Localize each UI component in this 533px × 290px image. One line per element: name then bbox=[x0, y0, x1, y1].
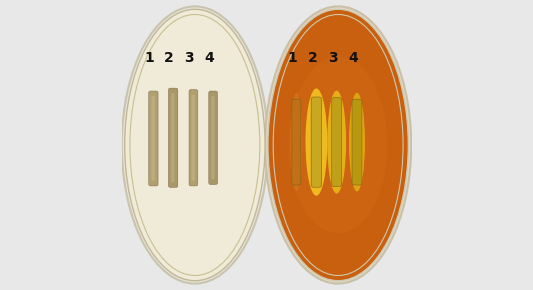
Ellipse shape bbox=[349, 93, 365, 191]
Text: 2: 2 bbox=[308, 51, 317, 65]
Text: 4: 4 bbox=[348, 51, 358, 65]
Text: 2: 2 bbox=[164, 51, 174, 65]
FancyBboxPatch shape bbox=[332, 98, 342, 186]
Text: 3: 3 bbox=[184, 51, 194, 65]
FancyBboxPatch shape bbox=[149, 91, 158, 186]
FancyBboxPatch shape bbox=[292, 99, 301, 185]
Text: 1: 1 bbox=[288, 51, 297, 65]
FancyBboxPatch shape bbox=[151, 96, 155, 181]
Text: 1: 1 bbox=[144, 51, 154, 65]
Text: 3: 3 bbox=[328, 51, 337, 65]
Text: 4: 4 bbox=[205, 51, 214, 65]
Ellipse shape bbox=[265, 6, 411, 284]
FancyBboxPatch shape bbox=[171, 93, 174, 182]
Ellipse shape bbox=[305, 88, 327, 196]
Ellipse shape bbox=[125, 9, 265, 281]
FancyBboxPatch shape bbox=[311, 97, 321, 187]
FancyBboxPatch shape bbox=[209, 91, 217, 184]
FancyBboxPatch shape bbox=[168, 88, 178, 187]
Ellipse shape bbox=[268, 9, 408, 281]
Ellipse shape bbox=[122, 6, 268, 284]
Ellipse shape bbox=[327, 90, 346, 194]
FancyBboxPatch shape bbox=[352, 99, 362, 185]
FancyBboxPatch shape bbox=[189, 90, 198, 186]
FancyBboxPatch shape bbox=[191, 95, 195, 181]
Ellipse shape bbox=[290, 93, 302, 191]
FancyBboxPatch shape bbox=[211, 96, 214, 179]
Ellipse shape bbox=[289, 57, 387, 233]
